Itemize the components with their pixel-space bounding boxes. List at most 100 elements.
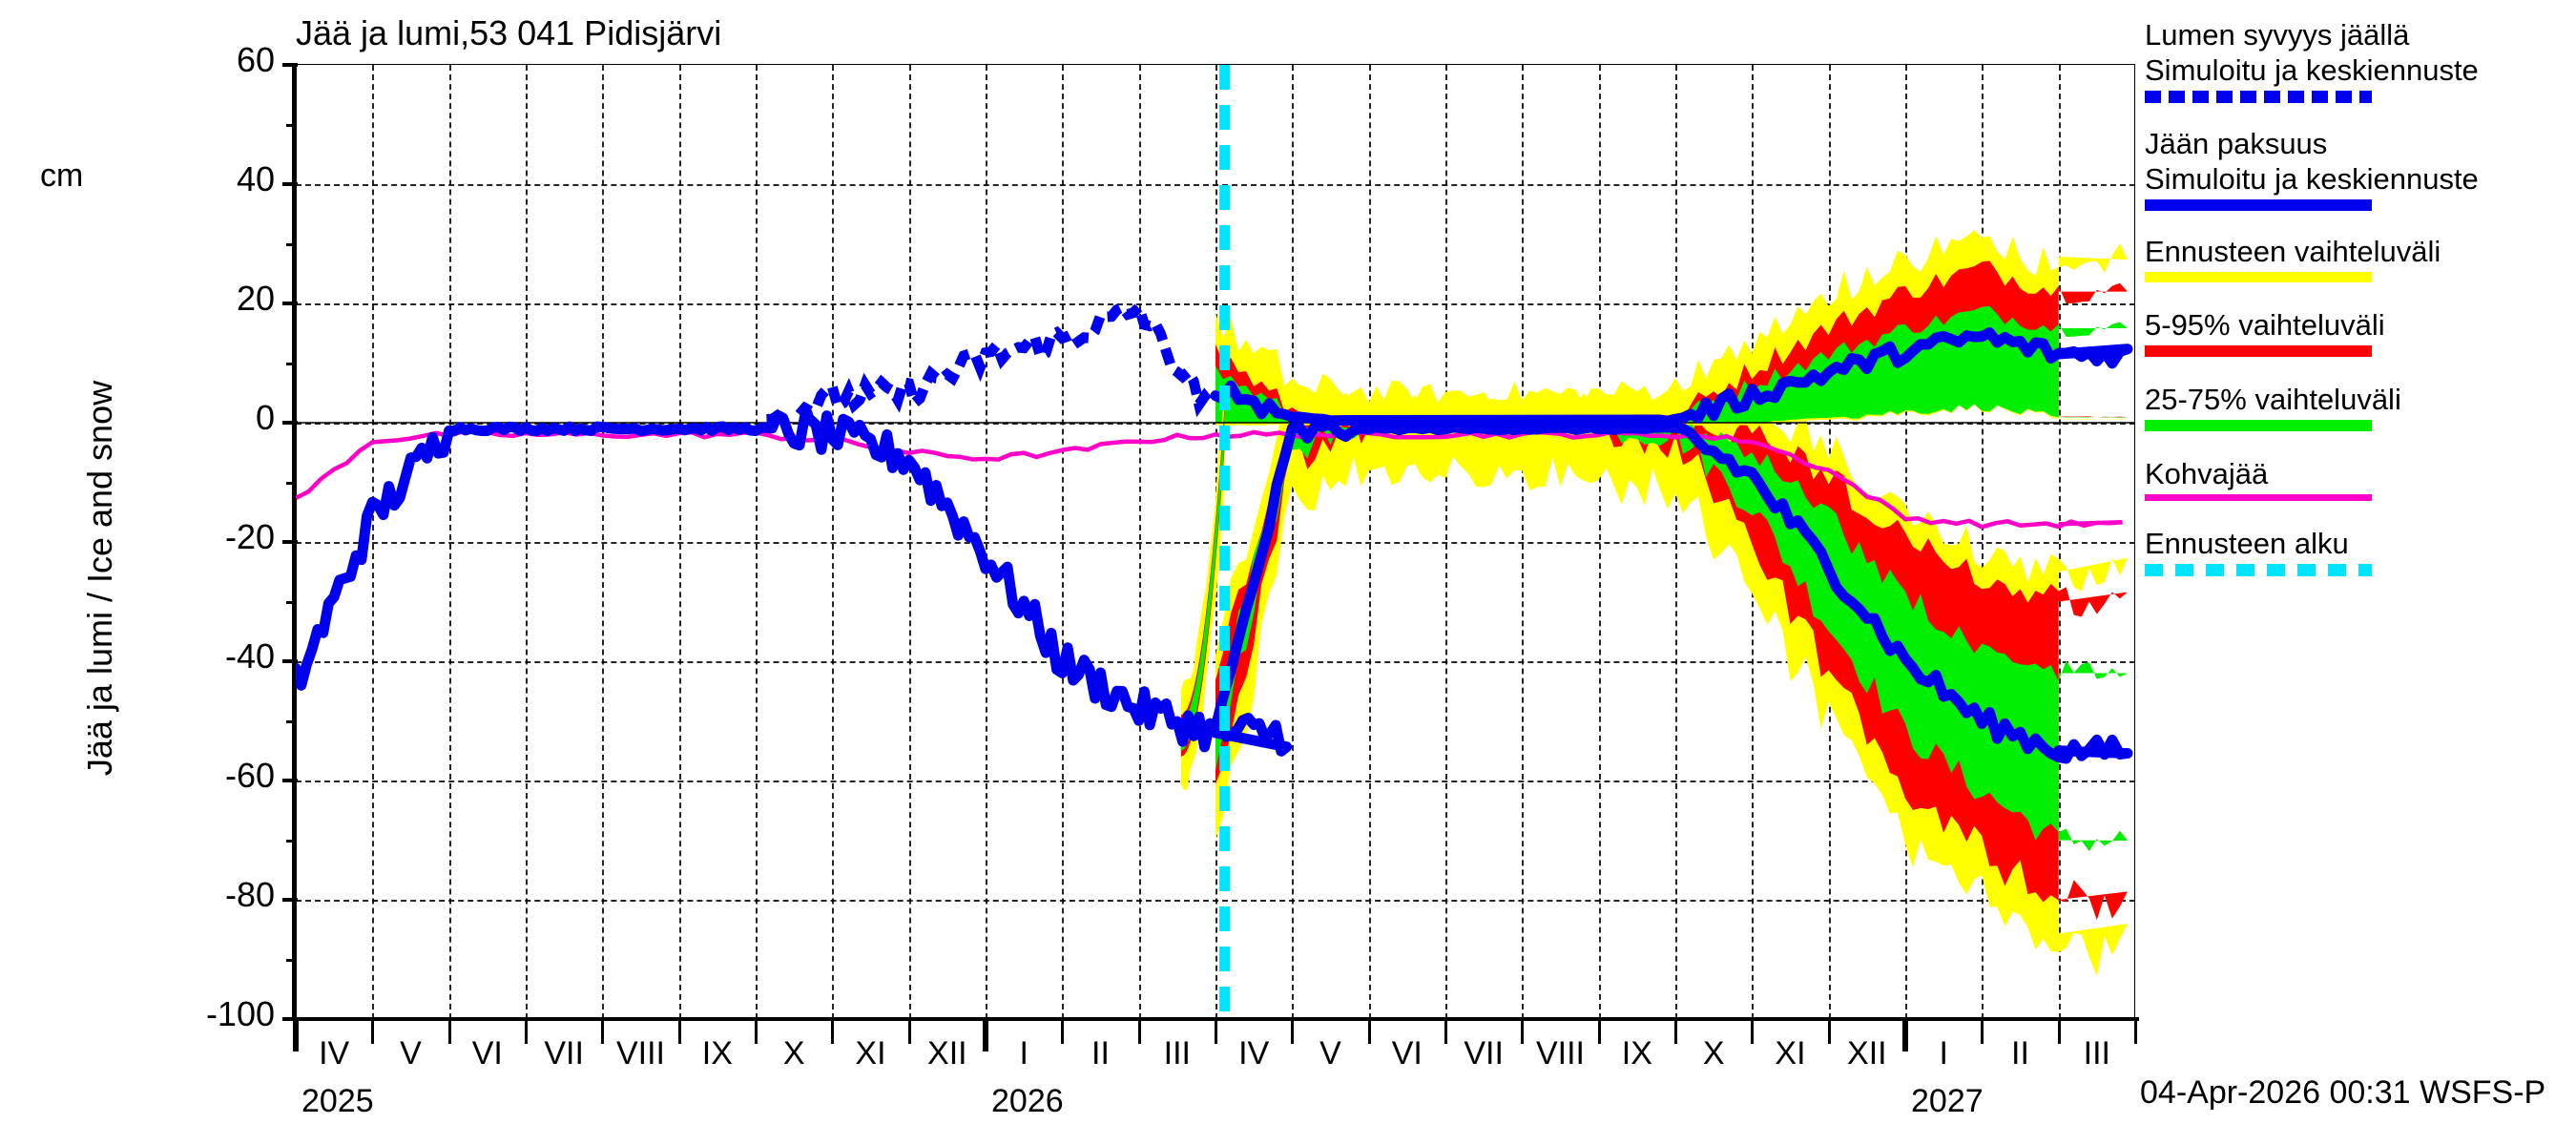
gridline-vertical bbox=[372, 65, 375, 1019]
chart-legend: Lumen syvyys jäällä Simuloitu ja keskienn… bbox=[2145, 17, 2576, 601]
gridline-vertical bbox=[1138, 65, 1141, 1019]
gridline-vertical bbox=[1598, 65, 1601, 1019]
legend-label-primary: 5-95% vaihteluväli bbox=[2145, 308, 2385, 342]
x-axis-tick-label: IX bbox=[701, 1035, 733, 1072]
y-axis-tick-minor bbox=[286, 719, 297, 723]
y-axis-tick-label: -100 bbox=[205, 994, 275, 1033]
band-5-95-ice bbox=[1215, 414, 2128, 921]
x-axis-tick-mark bbox=[2134, 1019, 2137, 1044]
legend-swatch-forecast-start bbox=[2145, 564, 2372, 576]
legend-label-secondary: Simuloitu ja keskiennuste bbox=[2145, 53, 2479, 87]
legend-label-primary: Jään paksuus bbox=[2145, 127, 2328, 160]
legend-spacer bbox=[2145, 576, 2576, 597]
x-axis-tick-year bbox=[1902, 1019, 1908, 1051]
series-snow-depth-history bbox=[766, 406, 791, 425]
timestamp-stamp: 04-Apr-2026 00:31 WSFS-P bbox=[2140, 1074, 2546, 1111]
gridline-vertical bbox=[1522, 65, 1525, 1019]
y-axis-tick-minor bbox=[286, 958, 297, 962]
page-title: Jää ja lumi,53 041 Pidisjärvi bbox=[296, 13, 722, 52]
x-axis-tick-label: I bbox=[1939, 1035, 1948, 1072]
x-axis-tick-mark bbox=[907, 1019, 911, 1044]
y-axis-tick-minor bbox=[286, 839, 297, 843]
gridline-vertical bbox=[602, 65, 605, 1019]
x-axis-tick-year bbox=[293, 1019, 299, 1051]
x-axis-tick-label: VIII bbox=[1535, 1035, 1585, 1072]
x-axis-tick-mark bbox=[1751, 1019, 1755, 1044]
legend-entry-slush-ice[interactable]: Kohvajää bbox=[2145, 456, 2576, 522]
gridline-vertical bbox=[678, 65, 681, 1019]
gridline-vertical bbox=[2058, 65, 2061, 1019]
x-axis-tick-label: VII bbox=[1464, 1035, 1504, 1072]
gridline-vertical bbox=[526, 65, 528, 1019]
x-axis-tick-mark bbox=[1444, 1019, 1447, 1044]
y-axis-unit: cm bbox=[40, 157, 84, 194]
gridline-vertical bbox=[756, 65, 758, 1019]
y-axis-title: Jää ja lumi / Ice and snow bbox=[80, 380, 119, 777]
legend-entry-snow-depth-on-ice[interactable]: Lumen syvyys jäällä Simuloitu ja keskienn… bbox=[2145, 17, 2576, 122]
x-axis-tick-mark bbox=[447, 1019, 451, 1044]
x-axis-tick-label: XI bbox=[1775, 1035, 1806, 1072]
gridline-vertical bbox=[986, 65, 987, 1019]
legend-spacer bbox=[2145, 357, 2576, 378]
legend-entry-forecast-start[interactable]: Ennusteen alku bbox=[2145, 526, 2576, 597]
x-axis-tick-mark bbox=[1521, 1019, 1525, 1044]
legend-entry-range-25-75[interactable]: 25-75% vaihteluväli bbox=[2145, 382, 2576, 452]
x-axis-tick-label: III bbox=[2083, 1035, 2110, 1072]
x-axis-tick-mark bbox=[1367, 1019, 1371, 1044]
x-axis-tick-mark bbox=[831, 1019, 835, 1044]
x-axis-tick-label: X bbox=[782, 1035, 805, 1072]
gridline-vertical bbox=[1062, 65, 1065, 1019]
x-axis-tick-mark bbox=[2057, 1019, 2061, 1044]
series-snow-depth-forecast bbox=[1210, 327, 2133, 427]
x-axis-tick-label: VI bbox=[471, 1035, 503, 1072]
gridline-vertical bbox=[448, 65, 451, 1019]
series-ice-thickness-forecast bbox=[1210, 418, 2133, 764]
x-axis-tick-mark bbox=[1061, 1019, 1065, 1044]
chart-plot-area bbox=[296, 65, 2135, 1019]
x-axis-tick-label: V bbox=[400, 1035, 422, 1072]
gridline-vertical bbox=[1445, 65, 1447, 1019]
x-axis-tick-mark bbox=[677, 1019, 681, 1044]
x-axis-tick-label: V bbox=[1319, 1035, 1341, 1072]
gridline-vertical bbox=[1982, 65, 1984, 1019]
legend-entry-forecast-range[interactable]: Ennusteen vaihteluväli bbox=[2145, 234, 2576, 303]
x-axis-tick-label: VIII bbox=[615, 1035, 665, 1072]
x-axis-tick-label: XI bbox=[855, 1035, 886, 1072]
gridline-vertical bbox=[908, 65, 911, 1019]
x-axis-tick-mark bbox=[1981, 1019, 1984, 1044]
x-axis-year-label: 2026 bbox=[991, 1083, 1064, 1119]
y-axis-tick-label: 40 bbox=[236, 159, 275, 198]
x-axis-tick-label: VI bbox=[1391, 1035, 1423, 1072]
legend-swatch-ice-thickness bbox=[2145, 199, 2372, 211]
legend-spacer bbox=[2145, 501, 2576, 522]
legend-label-primary: Ennusteen vaihteluväli bbox=[2145, 235, 2441, 268]
legend-spacer bbox=[2145, 103, 2576, 122]
x-axis-tick-label: II bbox=[2011, 1035, 2029, 1072]
x-axis-tick-mark bbox=[1215, 1019, 1217, 1044]
plot-frame-top bbox=[296, 64, 2135, 65]
band-25-75-snow bbox=[1215, 305, 2128, 426]
y-axis-tick-mark bbox=[282, 898, 298, 902]
legend-entry-range-5-95[interactable]: 5-95% vaihteluväli bbox=[2145, 307, 2576, 378]
x-axis-tick-mark bbox=[601, 1019, 605, 1044]
y-axis-tick-label: -80 bbox=[224, 875, 275, 914]
y-axis-tick-minor bbox=[286, 600, 297, 604]
x-axis-tick-label: XII bbox=[927, 1035, 967, 1072]
y-axis-tick-label: 0 bbox=[255, 398, 275, 437]
x-axis-tick-mark bbox=[525, 1019, 528, 1044]
x-axis-tick-mark bbox=[1827, 1019, 1831, 1044]
x-axis-tick-year bbox=[983, 1019, 988, 1051]
x-axis-tick-label: IX bbox=[1621, 1035, 1652, 1072]
y-axis-tick-label: -60 bbox=[224, 756, 275, 795]
y-axis-tick-mark bbox=[282, 182, 298, 186]
y-axis-tick-label: -40 bbox=[224, 636, 275, 676]
y-axis-tick-mark bbox=[282, 659, 298, 663]
legend-swatch-snow-depth-on-ice bbox=[2145, 91, 2372, 103]
legend-swatch-forecast-range bbox=[2145, 272, 2372, 282]
legend-label-primary: Ennusteen alku bbox=[2145, 527, 2349, 560]
x-axis-tick-label: XII bbox=[1847, 1035, 1887, 1072]
gridline-vertical bbox=[832, 65, 835, 1019]
legend-entry-ice-thickness[interactable]: Jään paksuus Simuloitu ja keskiennuste bbox=[2145, 126, 2576, 230]
x-axis-tick-label: I bbox=[1019, 1035, 1028, 1072]
